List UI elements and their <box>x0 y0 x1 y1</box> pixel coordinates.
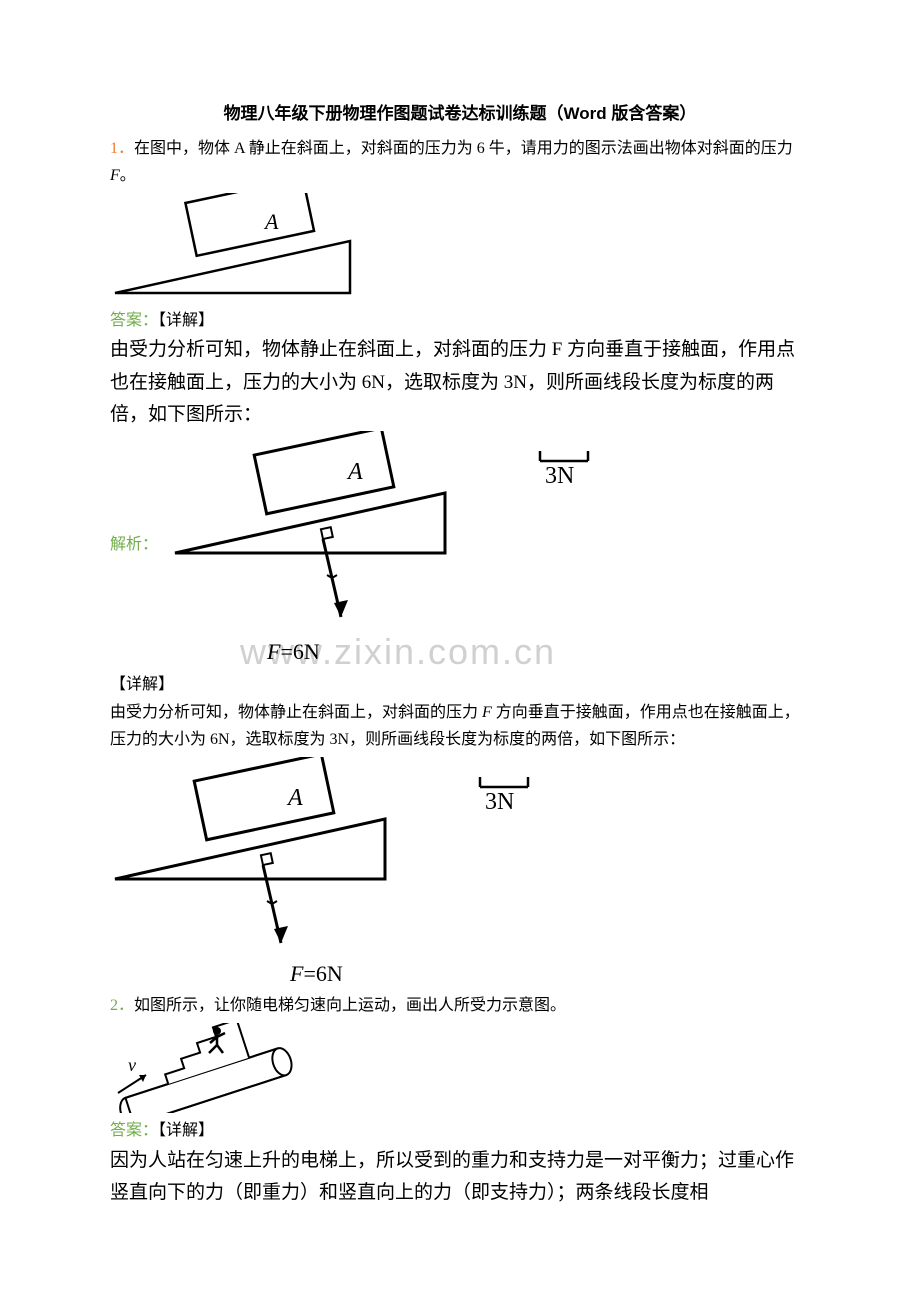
q2-figure: v <box>110 1023 810 1113</box>
q2-answer-text: 因为人站在匀速上升的电梯上，所以受到的重力和支持力是一对平衡力；过重心作竖直向下… <box>110 1145 810 1210</box>
q1-answer-line: 答案：【详解】 <box>110 307 810 334</box>
scale-label-2: 3N <box>485 789 514 815</box>
question-2: 2．如图所示，让你随电梯匀速向上运动，画出人所受力示意图。 <box>110 992 810 1019</box>
detail-label: 【详解】 <box>158 312 214 329</box>
q1-detail2-text: 由受力分析可知，物体静止在斜面上，对斜面的压力 F 方向垂直于接触面，作用点也在… <box>110 699 810 753</box>
q1-number: 1． <box>110 140 134 157</box>
question-1: 1．在图中，物体 A 静止在斜面上，对斜面的压力为 6 牛，请用力的图示法画出物… <box>110 135 810 189</box>
analysis-label: 解析： <box>110 531 158 558</box>
q1-figure-1: A <box>110 193 810 303</box>
watermark-row: www.zixin.com.cn F=6N <box>110 631 810 671</box>
svg-text:A: A <box>346 459 363 485</box>
q1-figure-3: A 3N <box>110 757 810 957</box>
answer-label: 答案： <box>110 312 158 329</box>
svg-text:A: A <box>286 785 303 811</box>
q2-number: 2． <box>110 997 134 1014</box>
q1-answer-text: 由受力分析可知，物体静止在斜面上，对斜面的压力 F 方向垂直于接触面，作用点也在… <box>110 334 810 431</box>
force-formula-1: F=6N <box>267 633 320 670</box>
q1-figure-2-container: 解析： A <box>110 431 810 631</box>
q2-text: 如图所示，让你随电梯匀速向上运动，画出人所受力示意图。 <box>134 997 566 1014</box>
q1-fig1-label-a: A <box>263 209 279 234</box>
q1-text-2: 。 <box>120 167 136 184</box>
q2-detail-label: 【详解】 <box>158 1122 214 1139</box>
scale-label-1: 3N <box>545 463 574 489</box>
v-label: v <box>128 1055 136 1075</box>
q1-var-f: F <box>110 167 120 184</box>
q1-text-1: 在图中，物体 A 静止在斜面上，对斜面的压力为 6 牛，请用力的图示法画出物体对… <box>134 140 793 157</box>
page-title: 物理八年级下册物理作图题试卷达标训练题（Word 版含答案） <box>110 100 810 129</box>
q2-answer-line: 答案：【详解】 <box>110 1117 810 1144</box>
force-formula-2: F=6N <box>290 955 810 992</box>
q2-answer-label: 答案： <box>110 1122 158 1139</box>
